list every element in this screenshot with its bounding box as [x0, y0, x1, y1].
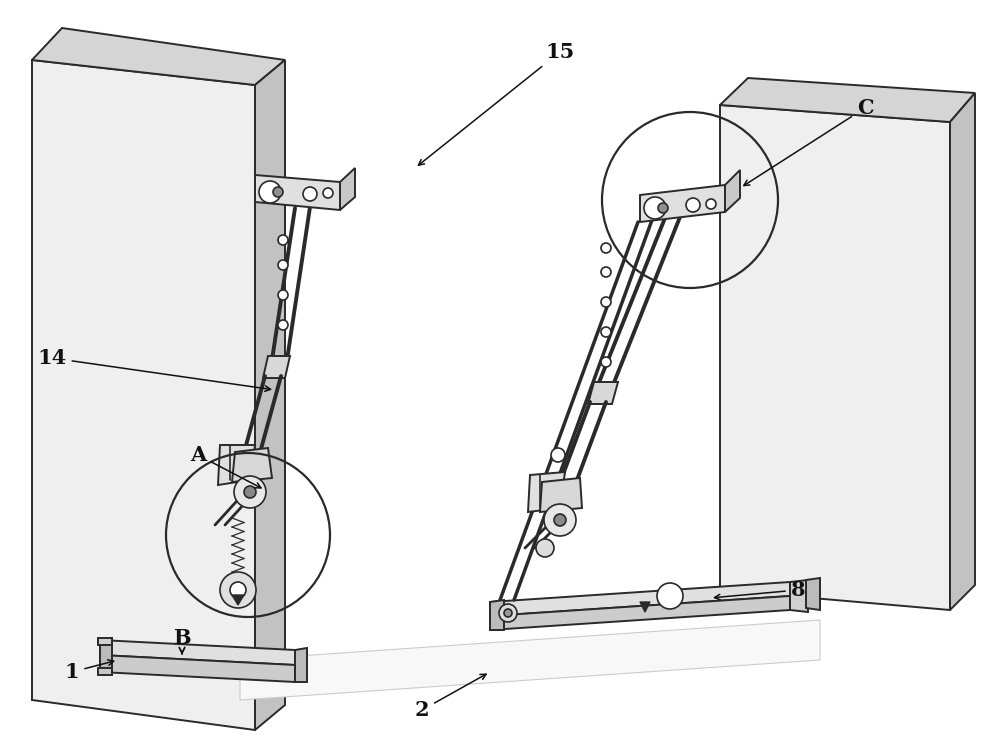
- Circle shape: [536, 539, 554, 557]
- Polygon shape: [240, 620, 820, 700]
- Polygon shape: [490, 582, 790, 616]
- Polygon shape: [98, 638, 112, 645]
- Polygon shape: [255, 60, 285, 730]
- Polygon shape: [640, 602, 650, 612]
- Polygon shape: [295, 648, 307, 682]
- Circle shape: [644, 197, 666, 219]
- Circle shape: [601, 267, 611, 277]
- Polygon shape: [255, 175, 340, 210]
- Circle shape: [278, 235, 288, 245]
- Polygon shape: [98, 668, 112, 675]
- Circle shape: [244, 486, 256, 498]
- Circle shape: [658, 203, 668, 213]
- Circle shape: [601, 243, 611, 253]
- Circle shape: [601, 297, 611, 307]
- Text: 8: 8: [714, 580, 805, 600]
- Text: 1: 1: [65, 660, 114, 682]
- Polygon shape: [100, 640, 295, 665]
- Polygon shape: [725, 170, 740, 212]
- Text: B: B: [173, 628, 191, 654]
- Text: 15: 15: [419, 42, 575, 165]
- Polygon shape: [100, 655, 295, 682]
- Polygon shape: [528, 472, 565, 512]
- Polygon shape: [263, 356, 290, 378]
- Circle shape: [303, 187, 317, 201]
- Polygon shape: [340, 168, 355, 210]
- Circle shape: [601, 357, 611, 367]
- Polygon shape: [720, 78, 975, 122]
- Circle shape: [499, 604, 517, 622]
- Polygon shape: [720, 105, 950, 610]
- Polygon shape: [588, 382, 618, 404]
- Text: 2: 2: [415, 674, 486, 720]
- Text: A: A: [190, 445, 261, 488]
- Polygon shape: [790, 580, 808, 612]
- Circle shape: [706, 199, 716, 209]
- Text: 14: 14: [37, 348, 271, 391]
- Polygon shape: [950, 93, 975, 610]
- Circle shape: [504, 609, 512, 617]
- Circle shape: [234, 476, 266, 508]
- Polygon shape: [100, 638, 112, 672]
- Polygon shape: [32, 60, 255, 730]
- Circle shape: [273, 187, 283, 197]
- Circle shape: [554, 514, 566, 526]
- Circle shape: [657, 583, 683, 609]
- Circle shape: [323, 188, 333, 198]
- Polygon shape: [232, 448, 272, 482]
- Polygon shape: [490, 596, 790, 630]
- Circle shape: [278, 290, 288, 300]
- Circle shape: [259, 181, 281, 203]
- Polygon shape: [640, 185, 725, 222]
- Polygon shape: [490, 600, 504, 630]
- Circle shape: [601, 327, 611, 337]
- Polygon shape: [218, 445, 255, 485]
- Circle shape: [551, 448, 565, 462]
- Text: C: C: [744, 98, 873, 186]
- Polygon shape: [32, 28, 285, 85]
- Circle shape: [220, 572, 256, 608]
- Circle shape: [544, 504, 576, 536]
- Polygon shape: [540, 478, 582, 512]
- Circle shape: [278, 260, 288, 270]
- Polygon shape: [232, 595, 244, 605]
- Circle shape: [278, 320, 288, 330]
- Polygon shape: [806, 578, 820, 610]
- Circle shape: [686, 198, 700, 212]
- Circle shape: [230, 582, 246, 598]
